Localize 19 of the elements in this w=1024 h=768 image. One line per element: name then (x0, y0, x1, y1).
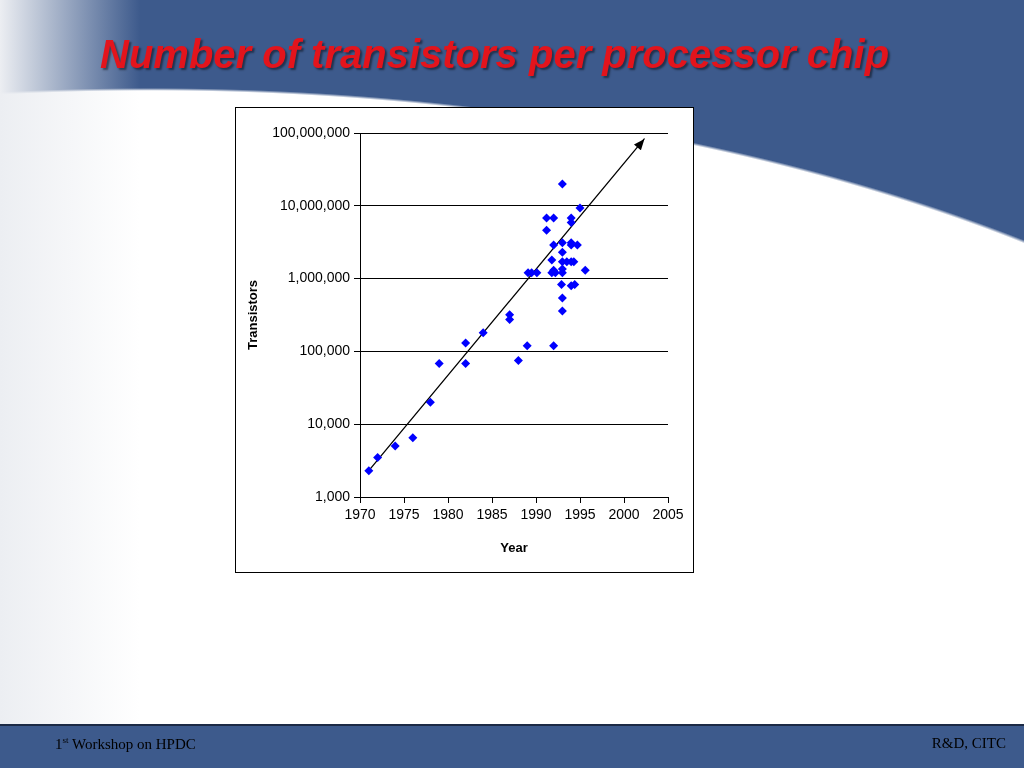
x-tick-label: 2000 (608, 506, 640, 523)
y-tick-label: 100,000,000 (272, 123, 351, 140)
chart-title: Number of transistors per processor chip (100, 32, 890, 77)
text: R&D, CITC (931, 735, 1006, 752)
x-tick-label: 1990 (520, 506, 552, 523)
y-tick-label: 100,000 (299, 342, 351, 359)
x-tick-label: 1975 (388, 506, 420, 523)
y-axis-title: Transistors (245, 279, 261, 351)
x-tick-label: 1995 (564, 506, 596, 523)
x-tick-label: 2005 (652, 506, 684, 523)
y-tick-label: 1,000,000 (287, 269, 351, 286)
y-tick-label: 10,000,000 (279, 196, 351, 213)
x-axis-title: Year (500, 539, 528, 555)
y-tick-label: 10,000 (307, 415, 351, 432)
y-tick-label: 1,000 (314, 487, 351, 504)
text: 1$^{st}$ Workshop on HPDC (55, 735, 196, 753)
x-tick-label: 1985 (476, 506, 508, 523)
x-tick-label: 1980 (432, 506, 464, 523)
x-tick-label: 1970 (344, 506, 376, 523)
